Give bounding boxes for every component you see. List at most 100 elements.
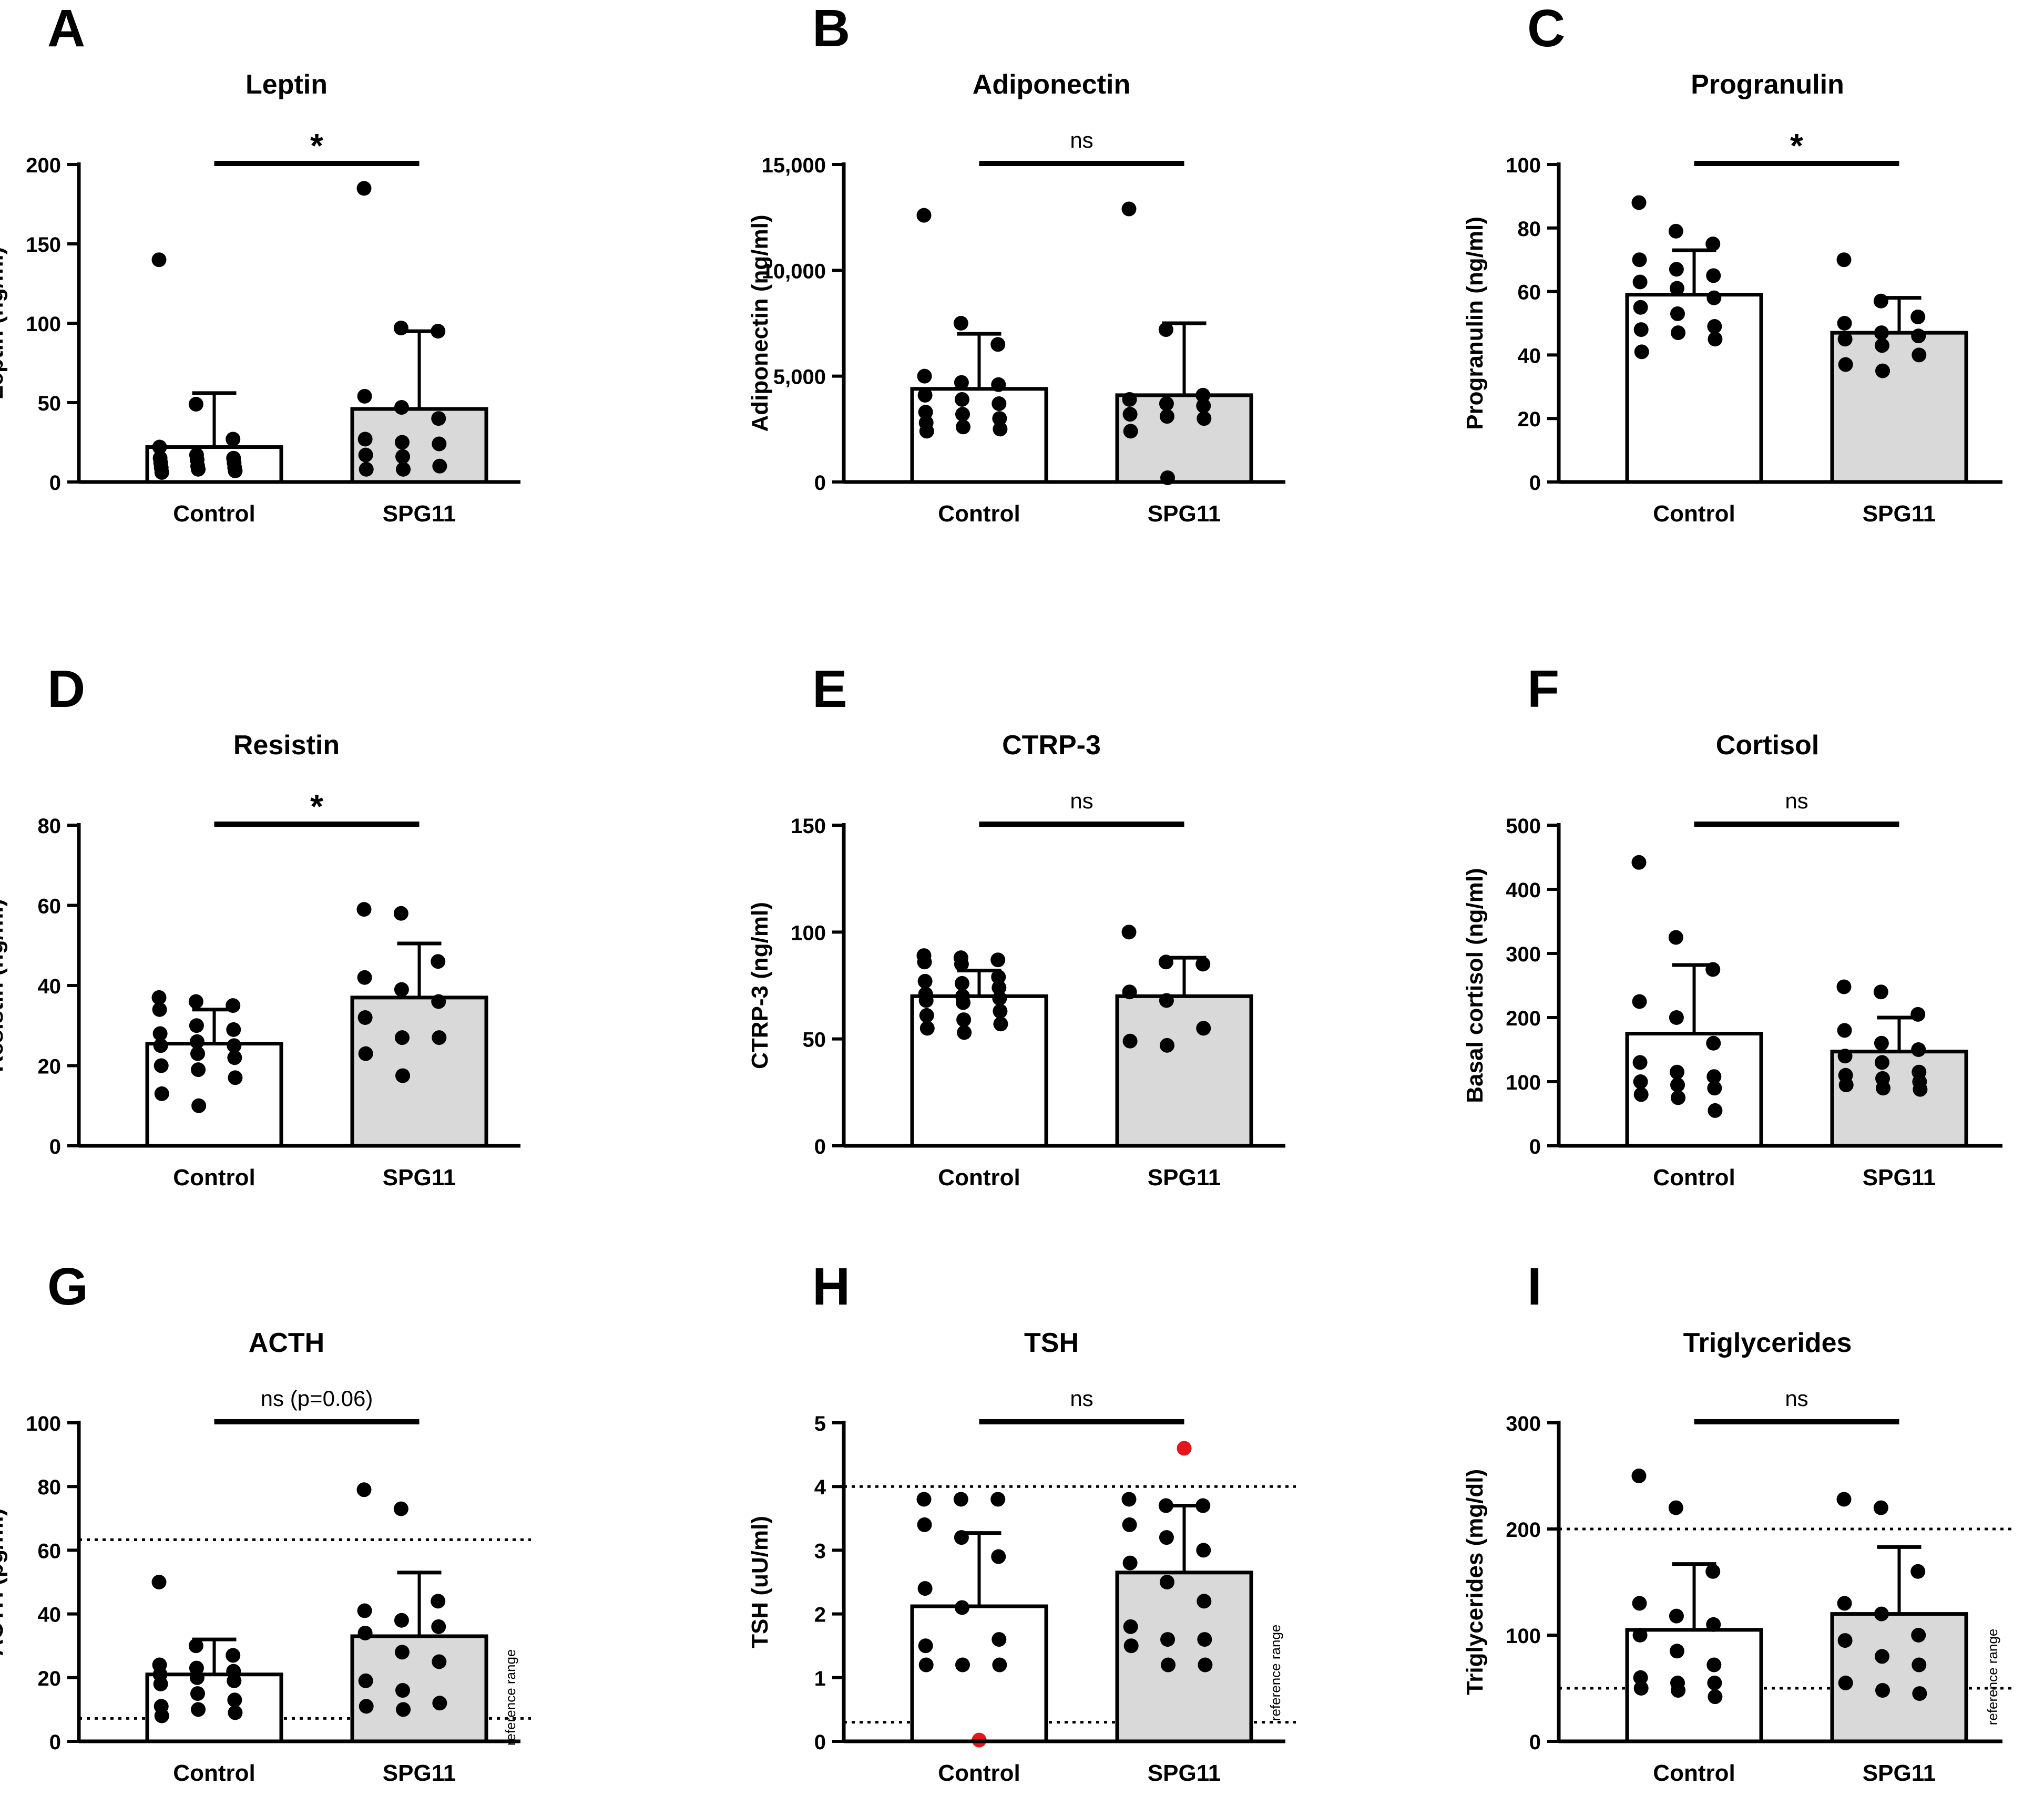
data-point <box>432 1030 447 1045</box>
data-point <box>1706 1617 1721 1632</box>
data-point <box>226 1648 241 1663</box>
data-point <box>1633 1087 1649 1102</box>
data-point <box>1631 1469 1647 1483</box>
data-point <box>1913 1082 1928 1097</box>
x-tick-label: Control <box>938 1165 1020 1191</box>
x-tick-label: SPG11 <box>1863 1165 1936 1191</box>
data-point <box>990 952 1006 968</box>
data-point <box>955 1657 970 1672</box>
data-point <box>1158 955 1173 970</box>
y-tick-label: 3 <box>814 1540 826 1563</box>
data-point <box>954 976 969 991</box>
data-point <box>152 439 167 455</box>
data-point <box>916 208 932 223</box>
data-point <box>393 906 408 921</box>
data-point <box>1911 1042 1926 1057</box>
data-point <box>954 1530 969 1545</box>
data-point <box>1159 396 1174 412</box>
panel-label: H <box>812 1257 850 1316</box>
data-point <box>357 1010 373 1025</box>
x-tick-label: SPG11 <box>383 1760 456 1786</box>
data-point <box>1671 1090 1686 1105</box>
data-point <box>228 463 243 478</box>
panel-label: C <box>1527 0 1565 58</box>
panel-label: D <box>47 660 85 719</box>
bar-spg11 <box>1830 331 1968 484</box>
panel-g: G ACTH ACTH (pg/ml) reference range Control S… <box>0 1257 531 1786</box>
data-point <box>918 1657 934 1672</box>
y-tick-label: 200 <box>26 154 61 177</box>
outlier-point <box>1177 1441 1192 1456</box>
panel-e: E CTRP-3 CTRP-3 (ng/ml) Control SPG11 0 50 100 1… <box>747 660 1285 1191</box>
data-point <box>1632 274 1648 290</box>
data-point <box>431 1619 446 1634</box>
data-point <box>395 1068 410 1083</box>
data-point <box>394 1645 410 1660</box>
significance-label: ns <box>1785 788 1808 813</box>
data-point <box>1912 1657 1927 1672</box>
data-point <box>188 1638 203 1654</box>
data-point <box>992 980 1007 996</box>
data-point <box>1158 322 1173 337</box>
data-point <box>1633 1681 1649 1696</box>
data-point <box>1876 1081 1891 1096</box>
data-point <box>191 1098 207 1113</box>
y-tick-label: 0 <box>49 1731 61 1754</box>
chart-title: Leptin <box>246 69 328 100</box>
data-point <box>990 1492 1006 1507</box>
data-point <box>1122 407 1138 422</box>
data-point <box>956 419 971 435</box>
data-point <box>1159 409 1174 424</box>
data-point <box>1634 344 1649 360</box>
x-tick-label: Control <box>938 501 1020 527</box>
data-point <box>1874 1055 1889 1070</box>
y-tick-label: 100 <box>1506 1625 1541 1648</box>
y-tick-label: 2 <box>814 1604 826 1627</box>
data-point <box>151 252 167 268</box>
data-point <box>1633 1670 1648 1685</box>
data-point <box>1912 347 1927 363</box>
data-point <box>154 1708 169 1723</box>
data-point <box>919 1021 935 1036</box>
data-point <box>1670 1077 1685 1093</box>
data-point <box>1838 1077 1854 1093</box>
data-point <box>953 316 968 331</box>
y-axis-label: Triglycerides (mg/dl) <box>1462 1469 1488 1695</box>
data-point <box>917 1517 932 1532</box>
panel-label: B <box>812 0 850 58</box>
data-point <box>1705 1564 1721 1579</box>
data-point <box>431 954 446 969</box>
panel-b: B Adiponectin Adiponectin (ng/ml) Control SP… <box>747 0 1285 527</box>
data-point <box>917 1581 933 1596</box>
data-point <box>1836 1492 1852 1507</box>
data-point <box>992 991 1007 1006</box>
data-point <box>1123 1619 1138 1634</box>
y-tick-label: 80 <box>1518 218 1541 241</box>
data-point <box>356 1482 372 1497</box>
data-point <box>954 375 969 390</box>
data-point <box>1837 316 1852 331</box>
y-tick-label: 80 <box>38 1476 62 1499</box>
data-point <box>154 465 169 480</box>
data-point <box>356 181 372 196</box>
data-point <box>1196 1543 1211 1558</box>
y-tick-label: 150 <box>791 815 826 838</box>
data-point <box>1707 1081 1722 1096</box>
bar-spg11 <box>350 1634 488 1743</box>
data-point <box>1121 201 1137 217</box>
data-point <box>227 1050 242 1065</box>
data-point <box>1122 1033 1138 1049</box>
data-point <box>918 1638 933 1654</box>
data-point <box>1875 363 1890 378</box>
y-axis-label: TSH (uU/ml) <box>747 1516 773 1648</box>
data-point <box>917 368 932 384</box>
chart-title: CTRP-3 <box>1002 730 1101 761</box>
bar-spg11 <box>350 996 488 1148</box>
data-point <box>956 1012 972 1028</box>
data-point <box>1874 1649 1889 1664</box>
data-point <box>917 973 933 989</box>
reference-range-label: reference range <box>503 1649 518 1746</box>
data-point <box>1837 1049 1853 1064</box>
data-point <box>191 1062 206 1077</box>
data-point <box>1874 1035 1889 1051</box>
